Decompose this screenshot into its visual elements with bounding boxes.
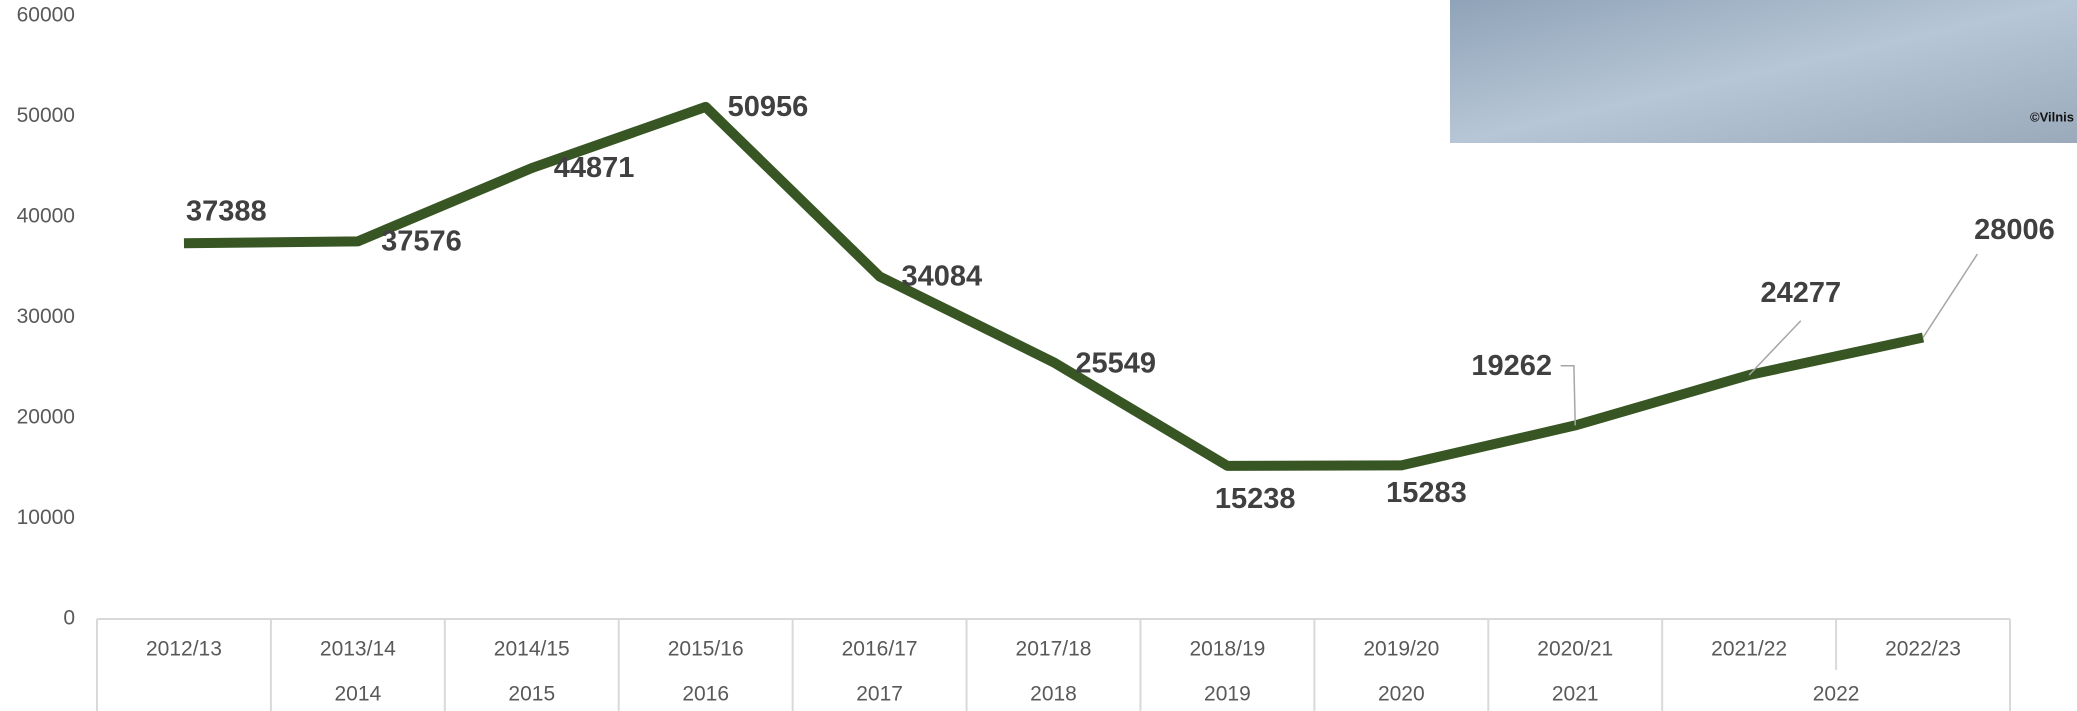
- data-label: 19262: [1471, 350, 1552, 382]
- data-label: 37388: [186, 195, 267, 227]
- leader-line: [1922, 253, 1978, 338]
- data-label: 24277: [1760, 277, 1841, 309]
- x-tick-label: 2015/16: [668, 638, 744, 661]
- x-group-label: 2021: [1552, 683, 1599, 706]
- y-tick-label: 40000: [17, 205, 75, 228]
- data-label: 37576: [381, 225, 462, 257]
- data-label: 25549: [1075, 348, 1156, 380]
- x-group-label: 2020: [1378, 683, 1425, 706]
- leader-line: [1748, 320, 1802, 376]
- data-label: 15238: [1215, 483, 1296, 515]
- x-tick-label: 2014/15: [494, 638, 570, 661]
- data-label: 44871: [554, 152, 635, 184]
- x-group-label: 2018: [1030, 683, 1077, 706]
- x-group-label: 2019: [1204, 683, 1251, 706]
- y-tick-label: 0: [63, 607, 75, 630]
- y-tick-label: 10000: [17, 506, 75, 529]
- line: [183, 101, 1925, 471]
- x-tick-label: 2016/17: [842, 638, 918, 661]
- x-tick-label: 2019/20: [1363, 638, 1439, 661]
- x-tick-label: 2013/14: [320, 638, 396, 661]
- photo-credit: ©Vilnis: [2030, 109, 2074, 124]
- x-group-label: 2015: [508, 683, 555, 706]
- x-group-label: 2014: [335, 683, 382, 706]
- y-tick-label: 30000: [17, 305, 75, 328]
- x-tick-label: 2020/21: [1537, 638, 1613, 661]
- x-group-label: 2022: [1813, 683, 1860, 706]
- data-label: 34084: [902, 260, 983, 292]
- x-tick-label: 2018/19: [1189, 638, 1265, 661]
- x-tick-label: 2022/23: [1885, 638, 1961, 661]
- data-label: 15283: [1386, 477, 1467, 509]
- data-label: 50956: [728, 91, 809, 123]
- photo: [1450, 0, 2077, 143]
- x-group-label: 2017: [856, 683, 903, 706]
- y-tick-label: 20000: [17, 406, 75, 429]
- x-group-label: 2016: [682, 683, 729, 706]
- leader-line: [1560, 365, 1576, 426]
- x-tick-label: 2017/18: [1016, 638, 1092, 661]
- x-tick-label: 2021/22: [1711, 638, 1787, 661]
- y-tick-label: 50000: [17, 104, 75, 127]
- data-label: 28006: [1974, 214, 2055, 246]
- y-tick-label: 60000: [17, 4, 75, 27]
- x-tick-label: 2012/13: [146, 638, 222, 661]
